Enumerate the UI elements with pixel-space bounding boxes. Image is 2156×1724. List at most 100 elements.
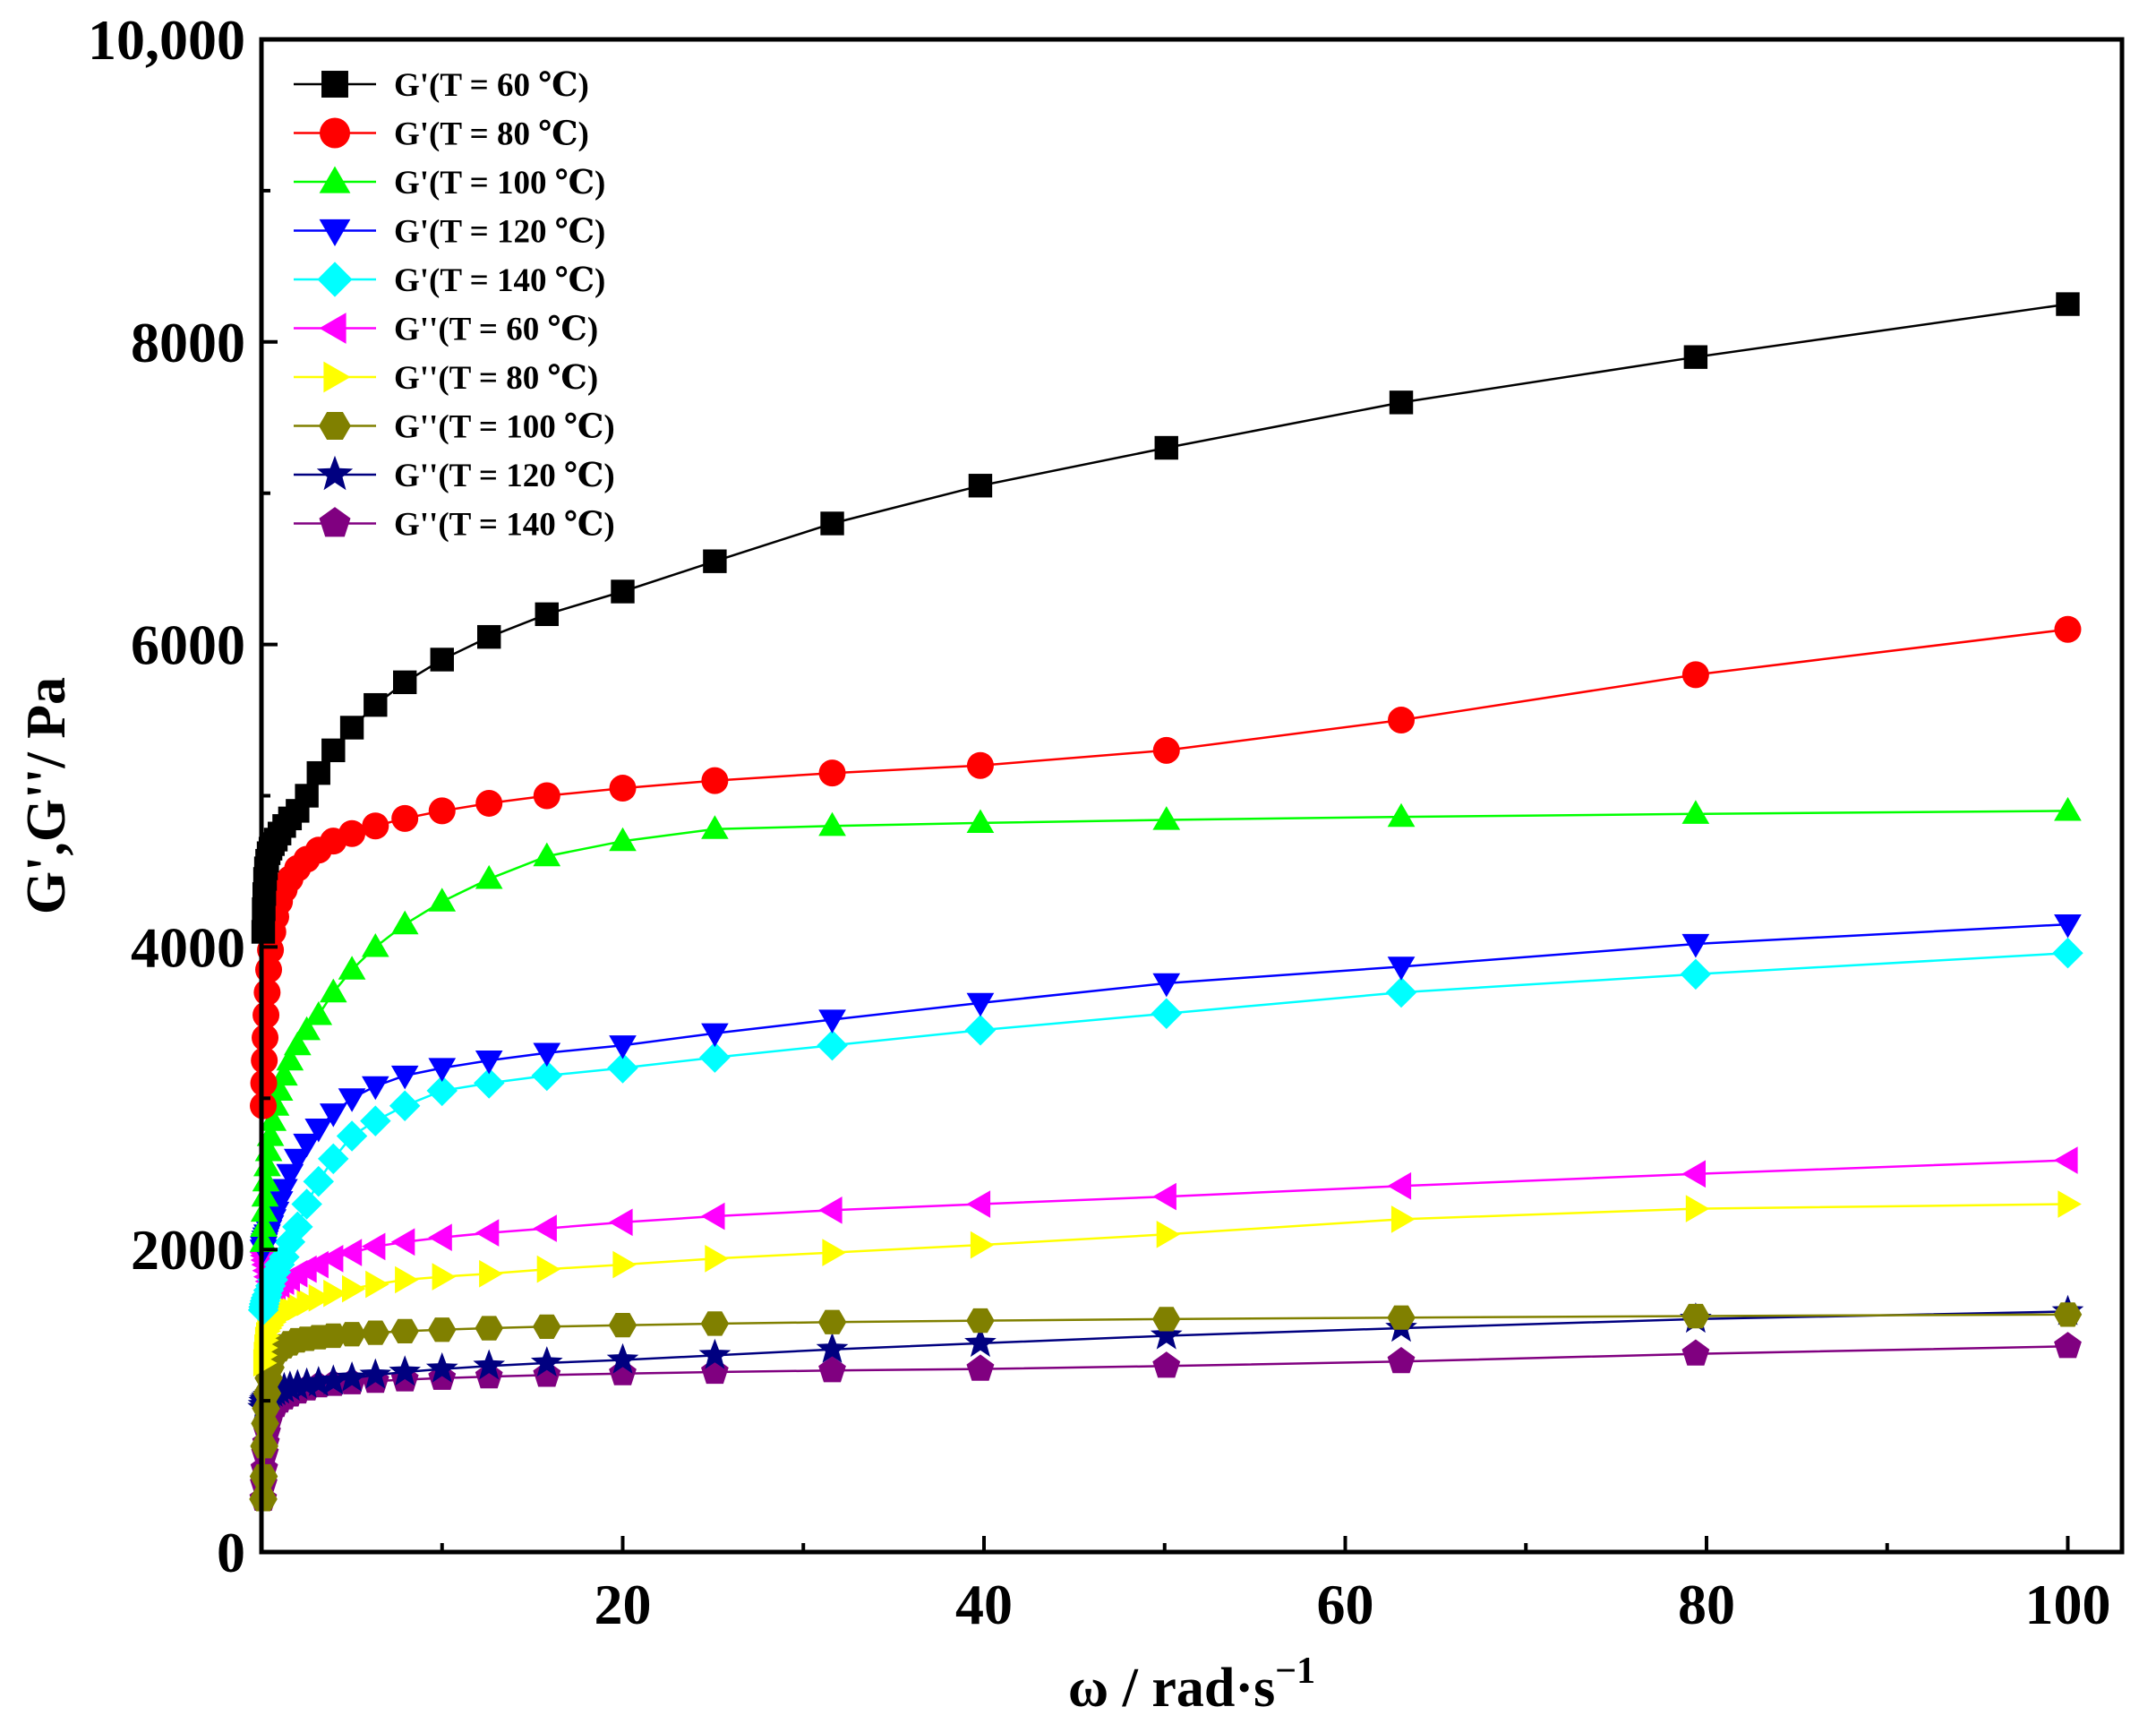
data-point bbox=[336, 1120, 368, 1152]
data-point bbox=[338, 1239, 363, 1266]
data-point bbox=[822, 1239, 846, 1266]
legend-marker bbox=[319, 166, 351, 193]
legend-label: G''(T = 60 ℃) bbox=[394, 312, 598, 348]
data-point bbox=[533, 782, 560, 810]
y-tick-label: 4000 bbox=[131, 915, 245, 979]
data-point bbox=[392, 670, 417, 695]
data-point bbox=[705, 1245, 729, 1273]
data-point bbox=[1681, 800, 1710, 824]
data-point bbox=[609, 1035, 637, 1059]
data-point bbox=[966, 1308, 995, 1334]
data-point bbox=[1387, 1347, 1416, 1374]
data-point bbox=[302, 1366, 335, 1396]
legend-marker bbox=[319, 313, 346, 344]
data-point bbox=[1387, 1171, 1412, 1200]
data-point bbox=[359, 1358, 392, 1389]
data-point bbox=[1681, 933, 1710, 958]
data-point bbox=[428, 1317, 457, 1342]
legend-marker bbox=[316, 455, 354, 491]
data-point bbox=[612, 1250, 637, 1279]
data-point bbox=[319, 1245, 344, 1273]
legend-label: G'(T = 140 ℃) bbox=[394, 262, 605, 299]
legend-entry: G''(T = 80 ℃) bbox=[294, 360, 598, 397]
data-point bbox=[818, 759, 846, 787]
x-tick-label: 100 bbox=[2024, 1573, 2110, 1636]
series-3 bbox=[249, 796, 2082, 1252]
data-point bbox=[251, 1047, 278, 1075]
x-tick-label: 20 bbox=[594, 1573, 651, 1636]
data-point bbox=[1387, 802, 1416, 828]
data-point bbox=[531, 1059, 562, 1092]
data-point bbox=[362, 933, 389, 957]
legend-marker bbox=[317, 262, 353, 297]
data-point bbox=[361, 1232, 386, 1261]
data-point bbox=[250, 1197, 278, 1222]
data-point bbox=[533, 842, 561, 867]
legend-label: G'(T = 60 ℃) bbox=[394, 67, 589, 104]
data-point bbox=[250, 1069, 278, 1097]
data-point bbox=[284, 1148, 312, 1173]
data-point bbox=[318, 1143, 349, 1175]
data-point bbox=[265, 1076, 294, 1101]
data-point bbox=[293, 1016, 321, 1041]
data-point bbox=[1154, 435, 1178, 460]
x-tick-label: 60 bbox=[1316, 1573, 1373, 1636]
data-point bbox=[364, 692, 388, 717]
legend-label: G''(T = 140 ℃) bbox=[394, 507, 615, 544]
y-tick-label: 10,000 bbox=[88, 8, 245, 72]
data-point bbox=[306, 760, 330, 785]
data-point bbox=[390, 910, 419, 935]
data-point bbox=[817, 1309, 847, 1334]
data-point bbox=[395, 1265, 419, 1294]
legend-label: G''(T = 100 ℃) bbox=[394, 409, 615, 446]
data-point bbox=[259, 1107, 287, 1131]
data-point bbox=[361, 1320, 390, 1345]
data-point bbox=[699, 1042, 731, 1073]
legend-entry: G''(T = 60 ℃) bbox=[294, 312, 598, 348]
data-point bbox=[475, 864, 503, 889]
legend-marker bbox=[320, 117, 350, 149]
data-point bbox=[1387, 1305, 1416, 1330]
data-point bbox=[338, 1322, 366, 1347]
data-point bbox=[362, 1076, 389, 1101]
data-point bbox=[1387, 956, 1416, 981]
data-point bbox=[1152, 1307, 1181, 1332]
legend-label: G'(T = 100 ℃) bbox=[394, 165, 605, 202]
data-point bbox=[304, 1119, 333, 1143]
data-point bbox=[2053, 1302, 2083, 1327]
data-point bbox=[966, 992, 995, 1017]
data-point bbox=[966, 1190, 991, 1218]
data-point bbox=[1681, 1339, 1710, 1366]
data-point bbox=[966, 1354, 995, 1381]
data-point bbox=[389, 1355, 421, 1386]
data-point bbox=[291, 1188, 322, 1220]
legend-label: G''(T = 80 ℃) bbox=[394, 360, 598, 397]
data-point bbox=[607, 1052, 638, 1084]
y-tick-label: 0 bbox=[217, 1521, 245, 1584]
data-point bbox=[428, 888, 457, 912]
data-point bbox=[308, 1283, 333, 1312]
data-point bbox=[475, 1361, 503, 1389]
data-point bbox=[321, 738, 346, 763]
x-axis-title: ω / rad·s−1 bbox=[1068, 1651, 1315, 1719]
data-point bbox=[390, 1318, 419, 1343]
data-point bbox=[970, 1231, 995, 1259]
data-point bbox=[1152, 1351, 1181, 1378]
data-point bbox=[818, 1356, 846, 1383]
data-point bbox=[1152, 973, 1181, 998]
data-point bbox=[428, 1058, 457, 1082]
data-point bbox=[609, 775, 637, 802]
data-point bbox=[390, 1228, 415, 1257]
data-point bbox=[1150, 1318, 1183, 1350]
data-point bbox=[389, 1090, 421, 1121]
data-point bbox=[365, 1270, 389, 1299]
data-point bbox=[1152, 806, 1181, 830]
data-point bbox=[1390, 1205, 1416, 1233]
legend-entry: G'(T = 140 ℃) bbox=[294, 262, 605, 299]
data-point bbox=[968, 474, 993, 498]
data-point bbox=[251, 1182, 279, 1207]
data-point bbox=[474, 1068, 505, 1099]
data-point bbox=[1152, 1182, 1176, 1211]
data-point bbox=[2054, 1332, 2082, 1359]
